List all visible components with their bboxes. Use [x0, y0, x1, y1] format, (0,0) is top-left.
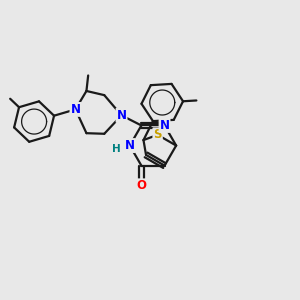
Text: N: N [125, 139, 135, 152]
Text: O: O [136, 179, 146, 192]
Text: S: S [153, 128, 162, 141]
Text: N: N [160, 119, 170, 132]
Text: N: N [70, 103, 80, 116]
Text: N: N [116, 109, 127, 122]
Text: H: H [112, 143, 121, 154]
